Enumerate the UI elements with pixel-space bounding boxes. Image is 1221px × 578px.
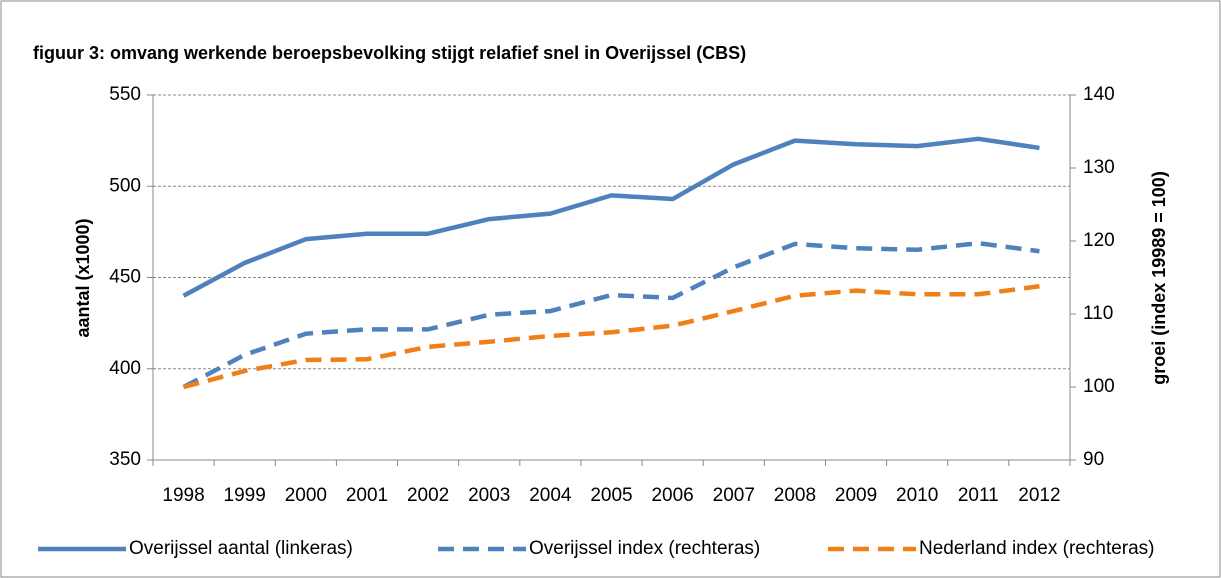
x-tick-label: 2005	[590, 485, 632, 506]
series-line	[182, 240, 1040, 389]
x-tick-label: 1998	[162, 485, 204, 506]
y-tick-label: 400	[109, 358, 141, 379]
y2-tick-label: 140	[1083, 84, 1115, 105]
legend-label: Overijssel aantal (linkeras)	[129, 538, 353, 559]
x-tick-label: 2001	[346, 485, 388, 506]
x-tick-label: 2012	[1018, 485, 1060, 506]
x-tick-label: 2009	[835, 485, 877, 506]
x-tick-label: 2000	[285, 485, 327, 506]
x-tick-label: 2007	[713, 485, 755, 506]
x-tick-label: 1999	[224, 485, 266, 506]
y2-tick-label: 110	[1083, 303, 1113, 324]
series-line	[182, 284, 1040, 390]
x-tick-label: 2011	[958, 485, 999, 506]
x-tick-label: 2006	[651, 485, 693, 506]
y2-tick-label: 130	[1083, 157, 1115, 178]
y-axis-title: aantal (x1000)	[73, 218, 93, 337]
y-tick-label: 500	[109, 175, 141, 196]
x-tick-label: 2004	[529, 485, 572, 506]
x-tick-label: 2002	[407, 485, 449, 506]
y2-tick-label: 120	[1083, 230, 1115, 251]
legend-label: Nederland index (rechteras)	[919, 538, 1155, 559]
x-tick-label: 2008	[774, 485, 816, 506]
y-tick-label: 350	[109, 449, 141, 470]
series-line	[182, 136, 1040, 298]
x-tick-label: 2003	[468, 485, 510, 506]
x-tick-label: 2010	[896, 485, 938, 506]
y2-axis-title: groei (index 19989 = 100)	[1149, 171, 1169, 385]
y-tick-label: 450	[109, 267, 141, 288]
y-tick-label: 550	[109, 84, 141, 105]
legend-label: Overijssel index (rechteras)	[529, 538, 760, 559]
chart-title: figuur 3: omvang werkende beroepsbevolki…	[33, 43, 746, 63]
y2-tick-label: 90	[1083, 449, 1104, 470]
y2-tick-label: 100	[1083, 376, 1115, 397]
